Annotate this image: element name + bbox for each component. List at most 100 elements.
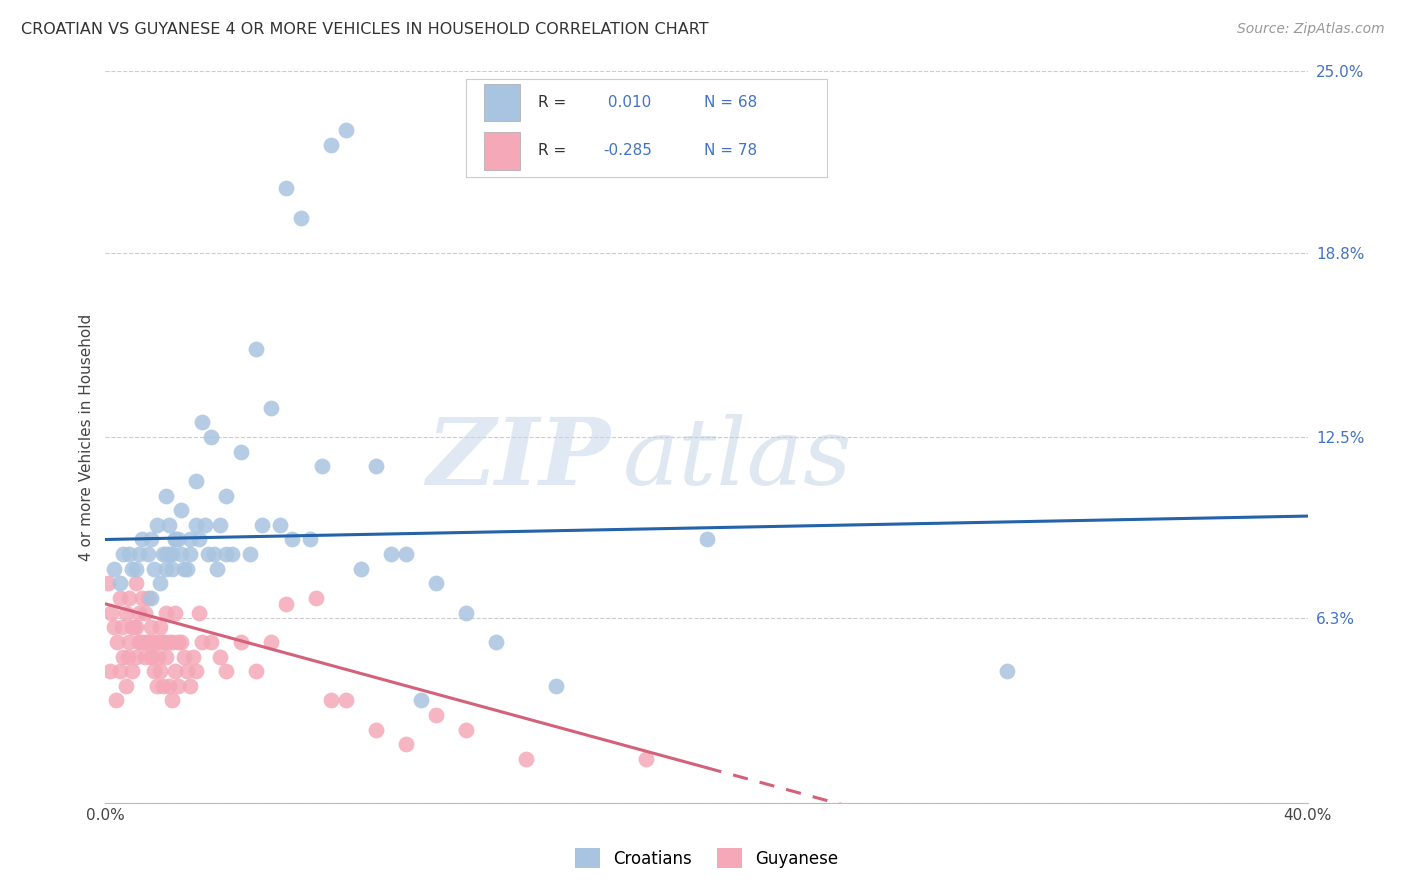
Point [128, 547, 150, 561]
Point [152, 679, 174, 693]
Point [208, 649, 231, 664]
Point [124, 620, 146, 634]
Point [103, 620, 125, 634]
Point [187, 606, 209, 620]
Point [995, 664, 1018, 678]
Point [112, 649, 135, 664]
Point [184, 517, 207, 532]
Point [155, 562, 177, 576]
Point [515, 752, 537, 766]
Point [364, 459, 387, 474]
Point [214, 547, 236, 561]
Point [104, 693, 127, 707]
Point [131, 591, 153, 605]
Point [208, 517, 231, 532]
Point [157, 517, 180, 532]
Point [260, 635, 283, 649]
Point [205, 562, 228, 576]
Point [197, 547, 219, 561]
Point [152, 635, 174, 649]
Point [107, 635, 129, 649]
Point [305, 591, 328, 605]
Point [181, 649, 204, 664]
Point [190, 635, 212, 649]
Point [145, 679, 167, 693]
Point [380, 547, 402, 561]
Point [176, 664, 198, 678]
Point [136, 591, 159, 605]
Point [148, 620, 170, 634]
Point [364, 723, 387, 737]
Point [335, 693, 357, 707]
Point [118, 547, 141, 561]
Point [131, 533, 153, 547]
Point [139, 591, 162, 605]
Point [157, 635, 180, 649]
Point [139, 533, 162, 547]
Point [221, 547, 243, 561]
Point [456, 606, 478, 620]
Point [115, 679, 138, 693]
Point [169, 503, 191, 517]
Point [141, 649, 163, 664]
Point [103, 562, 125, 576]
Point [117, 649, 139, 664]
Point [155, 547, 177, 561]
Point [187, 533, 209, 547]
Point [163, 606, 186, 620]
Point [425, 708, 447, 723]
Point [184, 664, 207, 678]
Point [110, 664, 132, 678]
Point [190, 416, 212, 430]
Point [139, 649, 162, 664]
Point [274, 597, 297, 611]
Point [129, 635, 152, 649]
Point [696, 533, 718, 547]
Point [160, 693, 183, 707]
Point [298, 533, 321, 547]
Point [124, 576, 146, 591]
Point [179, 533, 201, 547]
Point [145, 517, 167, 532]
Point [136, 547, 159, 561]
Point [176, 562, 198, 576]
Point [335, 123, 357, 137]
Point [290, 211, 312, 225]
Point [245, 343, 267, 357]
Point [546, 679, 568, 693]
Point [319, 137, 342, 152]
Point [111, 620, 134, 634]
Point [260, 401, 283, 415]
Point [395, 547, 418, 561]
Point [100, 606, 122, 620]
Legend: Croatians, Guyanese: Croatians, Guyanese [568, 841, 845, 875]
Point [250, 517, 273, 532]
Point [121, 620, 143, 634]
Point [163, 664, 186, 678]
Point [425, 576, 447, 591]
Point [142, 664, 165, 678]
Point [134, 649, 156, 664]
Point [200, 635, 222, 649]
Point [166, 533, 188, 547]
Point [124, 649, 146, 664]
Point [281, 533, 304, 547]
Point [485, 635, 508, 649]
Point [319, 693, 342, 707]
Point [173, 562, 195, 576]
Point [179, 679, 201, 693]
Point [110, 576, 132, 591]
Point [200, 430, 222, 444]
Text: atlas: atlas [623, 414, 852, 504]
Point [146, 649, 169, 664]
Point [274, 181, 297, 195]
Point [97, 576, 120, 591]
Point [160, 635, 183, 649]
Point [124, 562, 146, 576]
Point [136, 635, 159, 649]
Point [153, 635, 176, 649]
Point [110, 591, 132, 605]
Point [157, 547, 180, 561]
Point [131, 635, 153, 649]
Text: CROATIAN VS GUYANESE 4 OR MORE VEHICLES IN HOUSEHOLD CORRELATION CHART: CROATIAN VS GUYANESE 4 OR MORE VEHICLES … [21, 22, 709, 37]
